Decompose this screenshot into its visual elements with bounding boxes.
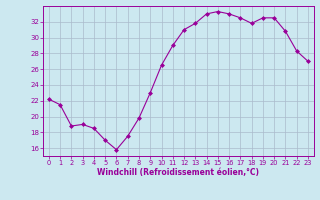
X-axis label: Windchill (Refroidissement éolien,°C): Windchill (Refroidissement éolien,°C): [97, 168, 260, 177]
